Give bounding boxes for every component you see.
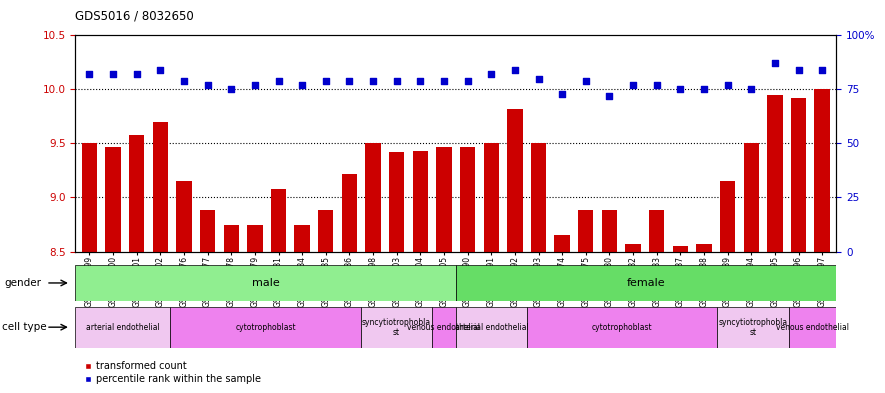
Bar bbox=[81, 143, 97, 252]
Text: gender: gender bbox=[4, 278, 42, 288]
Bar bbox=[602, 210, 617, 252]
Bar bbox=[295, 224, 310, 252]
Point bbox=[437, 77, 451, 84]
Bar bbox=[318, 210, 334, 252]
Point bbox=[531, 75, 545, 82]
Point bbox=[744, 86, 758, 93]
Bar bbox=[224, 224, 239, 252]
Bar bbox=[412, 151, 428, 252]
Point bbox=[626, 82, 640, 88]
Bar bbox=[129, 135, 144, 252]
Text: venous endothelial: venous endothelial bbox=[776, 323, 849, 332]
Point bbox=[319, 77, 333, 84]
FancyBboxPatch shape bbox=[456, 265, 836, 301]
Bar bbox=[456, 307, 527, 348]
Bar bbox=[436, 147, 451, 252]
Bar bbox=[507, 109, 522, 252]
Bar bbox=[696, 244, 712, 252]
Point bbox=[177, 77, 191, 84]
Point bbox=[389, 77, 404, 84]
Bar bbox=[531, 143, 546, 252]
Point bbox=[153, 67, 167, 73]
Bar bbox=[152, 122, 168, 252]
Bar bbox=[247, 224, 263, 252]
Bar bbox=[176, 181, 192, 252]
Point bbox=[460, 77, 474, 84]
Point bbox=[295, 82, 309, 88]
Point bbox=[224, 86, 238, 93]
Point bbox=[555, 90, 569, 97]
Bar bbox=[718, 307, 789, 348]
Point bbox=[342, 77, 357, 84]
Point bbox=[508, 67, 522, 73]
Text: arterial endothelial: arterial endothelial bbox=[86, 323, 159, 332]
Bar bbox=[432, 307, 456, 348]
Point bbox=[696, 86, 711, 93]
Text: arterial endothelial: arterial endothelial bbox=[455, 323, 528, 332]
Bar bbox=[171, 307, 361, 348]
Bar bbox=[389, 152, 404, 252]
FancyBboxPatch shape bbox=[75, 265, 456, 301]
Text: male: male bbox=[251, 278, 280, 288]
Point bbox=[484, 71, 498, 77]
Text: syncytiotrophobla
st: syncytiotrophobla st bbox=[362, 318, 431, 336]
Point bbox=[720, 82, 735, 88]
Bar bbox=[200, 210, 215, 252]
Point bbox=[791, 67, 805, 73]
Bar bbox=[361, 307, 432, 348]
Bar bbox=[720, 181, 735, 252]
Bar bbox=[743, 143, 759, 252]
Bar bbox=[814, 89, 830, 252]
Bar bbox=[789, 307, 836, 348]
Bar bbox=[767, 95, 782, 252]
Point bbox=[82, 71, 96, 77]
Point bbox=[579, 77, 593, 84]
Point bbox=[413, 77, 427, 84]
Point bbox=[366, 77, 381, 84]
Bar bbox=[483, 143, 499, 252]
Point bbox=[272, 77, 286, 84]
Bar bbox=[555, 235, 570, 252]
Bar bbox=[649, 210, 665, 252]
Point bbox=[129, 71, 143, 77]
Point bbox=[248, 82, 262, 88]
Text: cytotrophoblast: cytotrophoblast bbox=[235, 323, 296, 332]
Text: cytotrophoblast: cytotrophoblast bbox=[592, 323, 652, 332]
Point bbox=[603, 93, 617, 99]
Bar bbox=[460, 147, 475, 252]
Legend: transformed count, percentile rank within the sample: transformed count, percentile rank withi… bbox=[80, 358, 265, 388]
Text: venous endothelial: venous endothelial bbox=[407, 323, 481, 332]
Bar bbox=[791, 98, 806, 252]
Bar bbox=[673, 246, 688, 252]
Bar bbox=[105, 147, 120, 252]
Bar bbox=[366, 143, 381, 252]
Point bbox=[673, 86, 688, 93]
Text: syncytiotrophobla
st: syncytiotrophobla st bbox=[719, 318, 788, 336]
Bar bbox=[75, 307, 171, 348]
Text: female: female bbox=[627, 278, 666, 288]
Point bbox=[106, 71, 120, 77]
Bar bbox=[626, 244, 641, 252]
Bar bbox=[578, 210, 594, 252]
Bar bbox=[342, 174, 357, 252]
Point bbox=[201, 82, 215, 88]
Point bbox=[650, 82, 664, 88]
Point bbox=[768, 60, 782, 66]
Text: GDS5016 / 8032650: GDS5016 / 8032650 bbox=[75, 10, 194, 23]
Text: cell type: cell type bbox=[2, 322, 46, 332]
Bar bbox=[271, 189, 286, 252]
Point bbox=[815, 67, 829, 73]
Bar bbox=[527, 307, 718, 348]
